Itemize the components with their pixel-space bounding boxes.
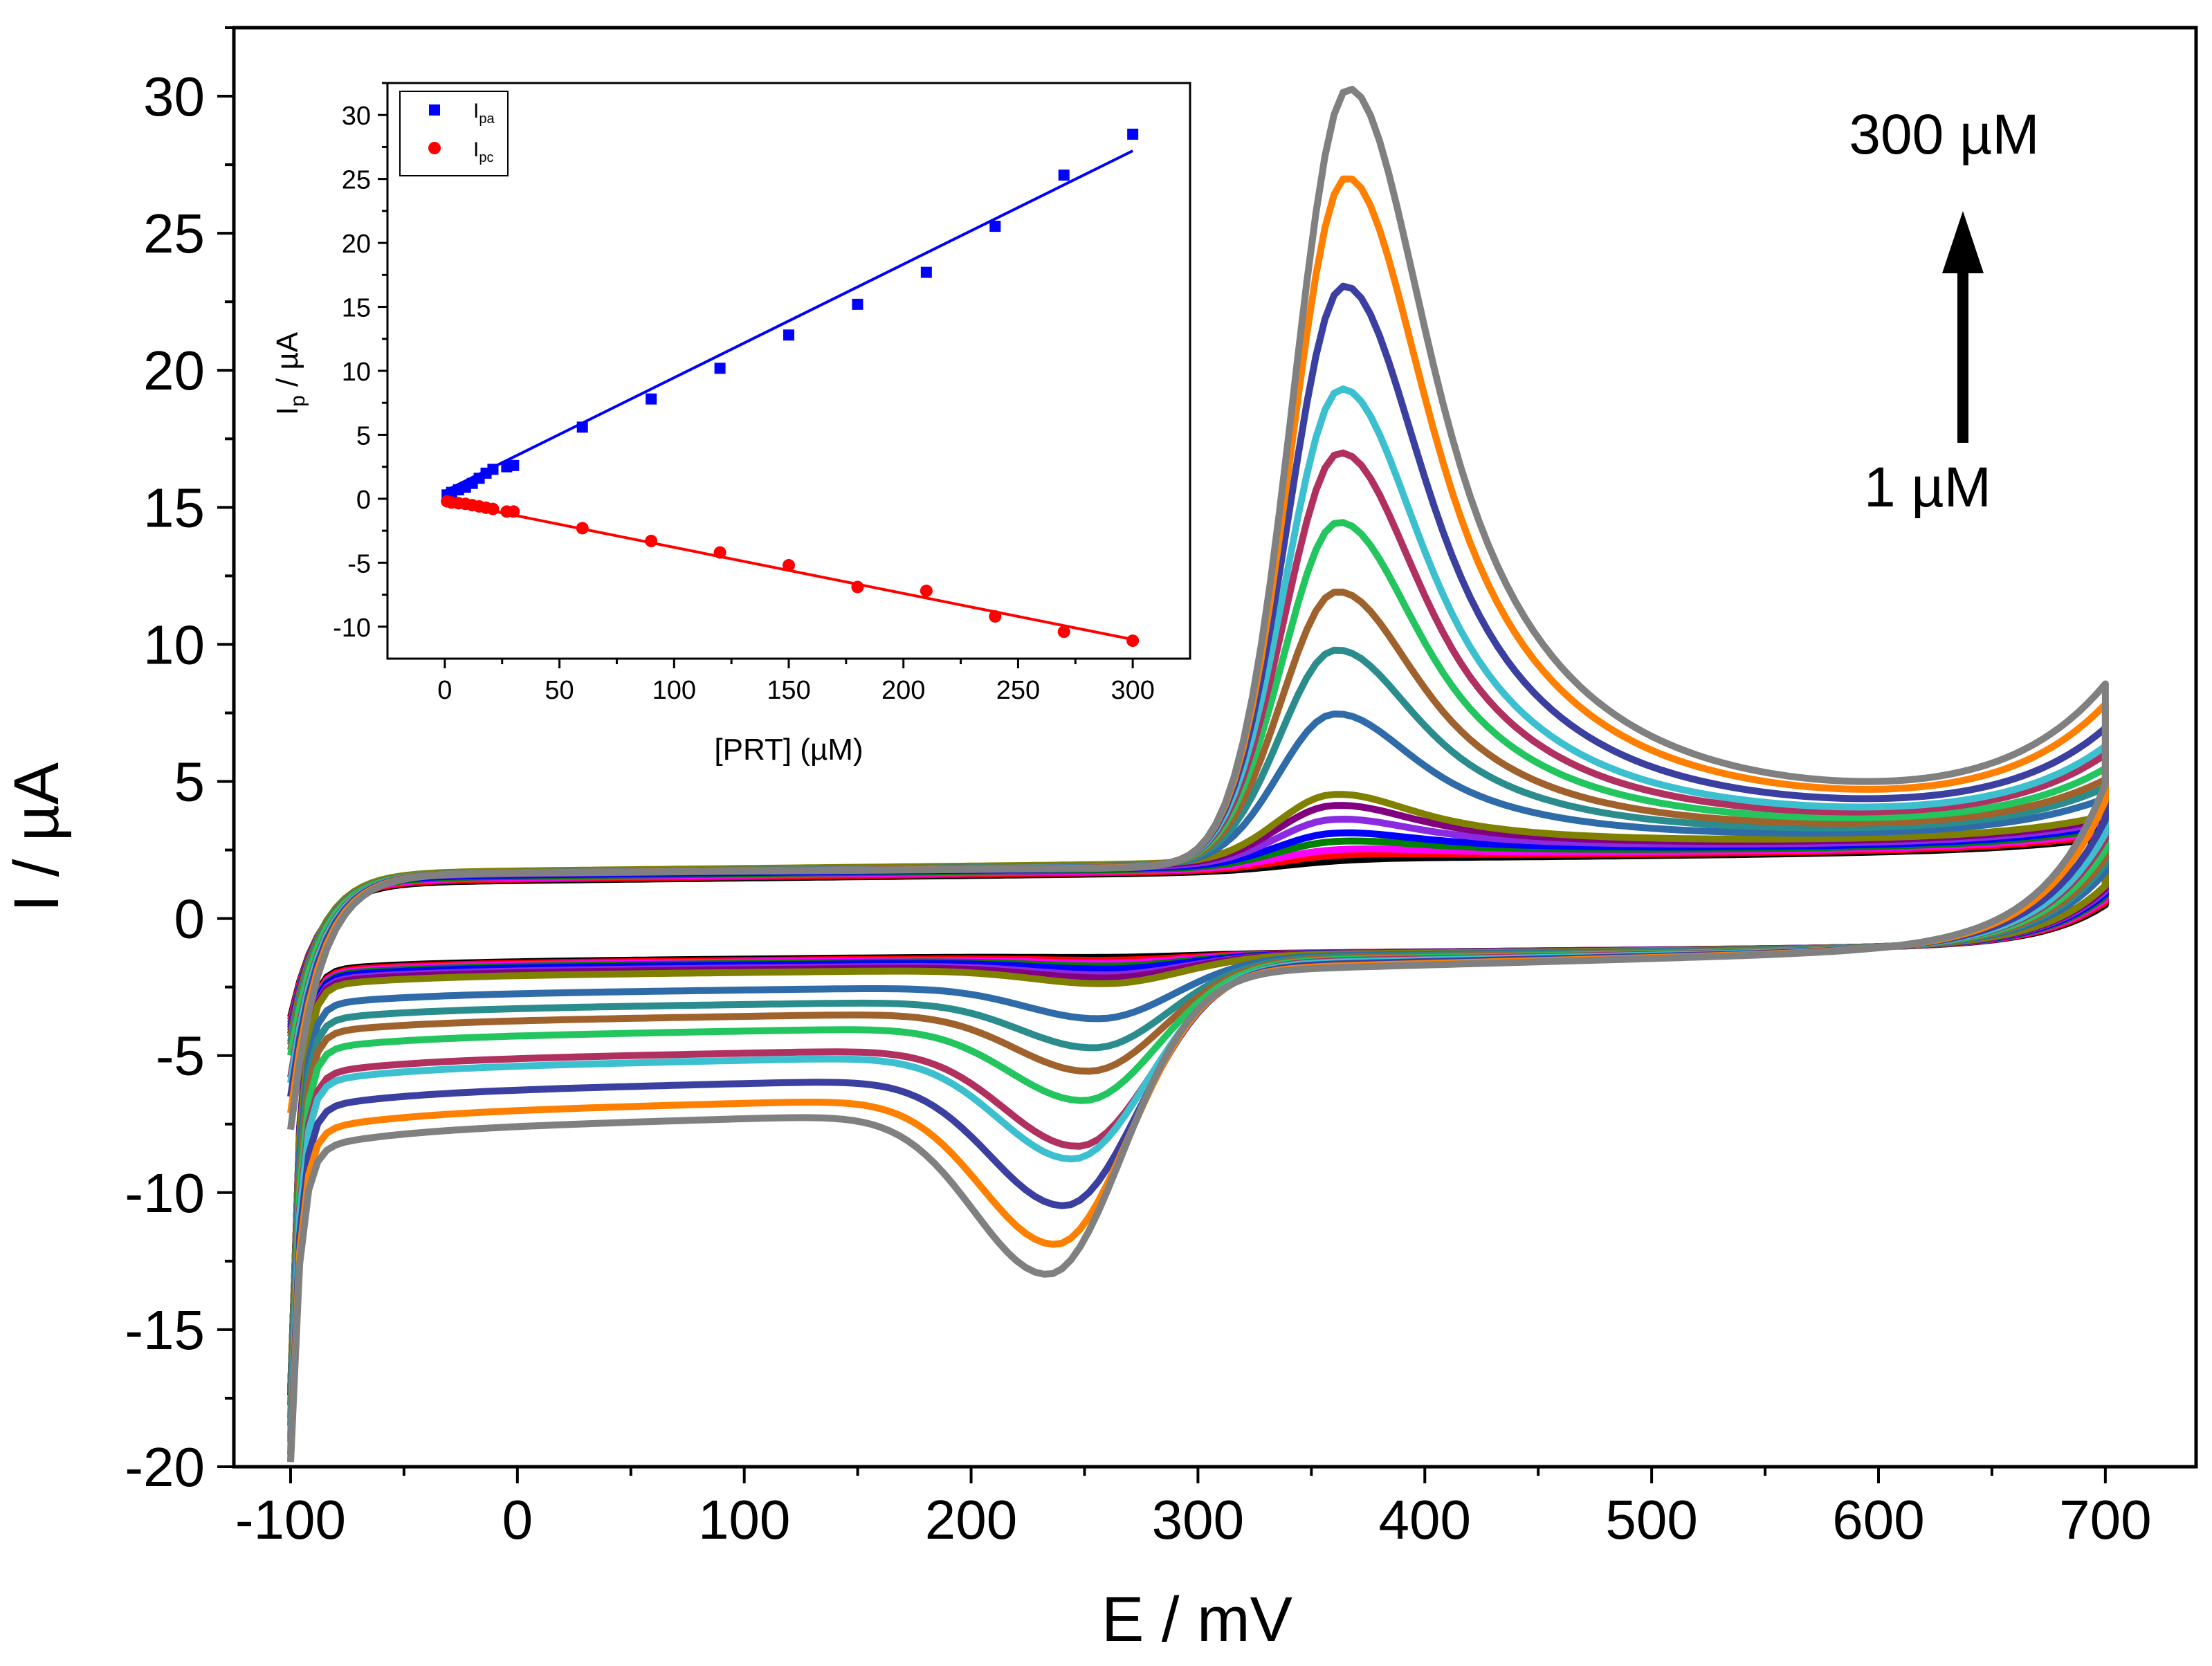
main-y-tick-label: 15 [143, 477, 205, 538]
main-y-tick-label: 10 [143, 614, 205, 675]
inset-y-tick-label: 5 [356, 421, 371, 450]
main-y-tick-label: -20 [125, 1436, 205, 1498]
main-y-tick-label: 30 [143, 66, 205, 127]
main-x-tick-label: 500 [1605, 1489, 1697, 1550]
main-x-tick-label: -100 [235, 1489, 346, 1550]
inset-x-tick-label: 150 [767, 676, 810, 705]
inset-point-pc [645, 534, 658, 547]
main-x-tick-label: 300 [1152, 1489, 1244, 1550]
inset-x-tick-label: 0 [437, 676, 452, 705]
inset-y-tick-label: 25 [342, 166, 371, 195]
legend-ipa-main: I [473, 100, 479, 122]
main-x-tick-label: 700 [2059, 1489, 2151, 1550]
cv-curve-17 [287, 86, 2109, 1463]
inset-x-tick-label: 300 [1110, 676, 1154, 705]
cv-curve-8 [287, 791, 2109, 1392]
inset-point-pc [576, 522, 589, 535]
inset-point-pc [783, 559, 795, 572]
main-y-tick-label: 25 [143, 203, 205, 264]
inset-point-pc [1126, 634, 1140, 648]
inset-point-pa [576, 421, 588, 433]
inset-y-label-main: I [271, 407, 304, 415]
inset-y-axis: -10 -5 0 5 10 15 20 25 30 [333, 82, 387, 643]
inset-legend-box [399, 91, 509, 176]
inset-y-tick-label: 10 [342, 358, 371, 387]
inset-y-tick-label: 20 [342, 230, 371, 259]
main-x-tick-label: 600 [1832, 1489, 1924, 1550]
annotation-top: 300 µM [1849, 103, 2039, 166]
legend-ipc-main: I [473, 138, 479, 161]
inset-point-pc [989, 610, 1002, 623]
inset-y-label-sub: p [286, 395, 309, 407]
inset-point-pc [920, 585, 933, 598]
inset-legend: Ipa Ipc [399, 91, 509, 176]
inset-y-tick-label: -10 [333, 614, 371, 643]
inset-y-tick-label: 0 [356, 486, 371, 515]
inset-x-tick-label: 250 [996, 676, 1040, 705]
inset-point-pa [783, 329, 794, 341]
inset-x-tick-label: 200 [881, 676, 925, 705]
inset-y-tick-label: 30 [342, 102, 371, 131]
main-x-tick-label: 200 [925, 1489, 1017, 1550]
concentration-arrow-head [1942, 211, 1984, 273]
inset-point-pc [507, 505, 520, 518]
inset-x-tick-label: 50 [545, 676, 574, 705]
main-y-axis-label: I / µA [1, 762, 72, 912]
main-y-tick-label: -15 [125, 1299, 205, 1361]
inset-y-tick-label: -5 [347, 549, 371, 578]
inset-point-pc [486, 502, 500, 515]
cv-curve-2 [287, 831, 2109, 1394]
inset-x-axis-label: [PRT] (µM) [714, 733, 863, 767]
main-y-axis: -20 -15 -10 -5 0 5 10 15 20 25 30 [125, 26, 234, 1498]
cv-curve-1 [287, 834, 2109, 1395]
legend-marker-ipa [429, 104, 440, 116]
inset-point-pa [920, 266, 932, 278]
inset-point-pa [852, 298, 863, 310]
inset-point-pa [487, 464, 499, 475]
main-y-tick-label: 5 [174, 751, 205, 813]
main-plot-curves [287, 86, 2109, 1463]
inset-point-pa [714, 363, 726, 374]
main-x-tick-label: 100 [698, 1489, 790, 1550]
annotation-bottom: 1 µM [1864, 456, 1991, 519]
inset-point-pa [1058, 170, 1070, 181]
inset-point-pc [851, 580, 864, 594]
main-plot-frame [232, 26, 2198, 1469]
main-y-tick-label: -5 [156, 1025, 205, 1087]
main-x-axis-label: E / mV [1102, 1584, 1292, 1655]
main-y-tick-label: 20 [143, 340, 205, 401]
inset-point-pc [713, 546, 726, 559]
main-x-tick-label: 0 [502, 1489, 533, 1550]
legend-label-ipc: Ipc [473, 138, 493, 165]
legend-ipa-sub: pa [479, 111, 495, 127]
cv-curve-7 [287, 802, 2109, 1392]
legend-label-ipa: Ipa [473, 100, 495, 127]
inset-point-pa [1127, 128, 1139, 140]
legend-marker-ipc [428, 142, 441, 154]
inset-chart: 0 50 100 150 200 250 300 -10 -5 0 5 10 15 20 25 30 [PR… [271, 82, 1191, 767]
inset-x-tick-label: 100 [652, 676, 696, 705]
main-y-tick-label: 0 [174, 888, 205, 950]
main-x-tick-label: 400 [1379, 1489, 1471, 1550]
inset-point-pa [508, 459, 520, 471]
inset-y-label-rest: / µA [271, 331, 304, 395]
main-y-tick-label: -10 [125, 1162, 205, 1224]
inset-point-pa [646, 393, 657, 405]
legend-ipc-sub: pc [479, 150, 493, 165]
inset-point-pc [1057, 625, 1070, 639]
inset-data-points [441, 128, 1140, 648]
inset-fit-line-pa [444, 149, 1134, 493]
inset-point-pa [989, 221, 1001, 232]
inset-x-axis: 0 50 100 150 200 250 300 [437, 659, 1155, 705]
inset-y-axis-label: Ip / µA [271, 331, 309, 415]
main-x-axis: -100 0 100 200 300 400 500 600 700 [235, 1467, 2152, 1550]
inset-y-tick-label: 15 [342, 294, 371, 323]
